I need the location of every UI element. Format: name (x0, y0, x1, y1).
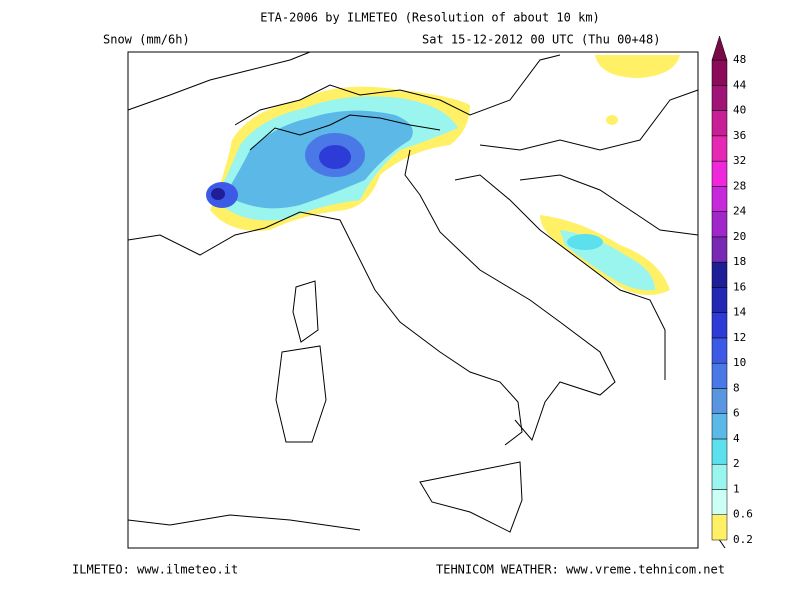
colorbar-label: 40 (733, 104, 746, 117)
colorbar-label: 10 (733, 356, 746, 369)
colorbar-label: 0.2 (733, 533, 753, 546)
title: ETA-2006 by ILMETEO (Resolution of about… (260, 11, 600, 25)
colorbar-swatch (711, 337, 728, 364)
colorbar-swatch (711, 413, 728, 440)
colorbar-swatch (711, 236, 728, 263)
colorbar-label: 1 (733, 482, 740, 495)
colorbar-swatch (711, 463, 728, 490)
colorbar-swatch (711, 110, 728, 137)
colorbar-swatch (711, 438, 728, 465)
snow-field (206, 55, 680, 295)
colorbar-swatch (711, 514, 728, 541)
colorbar-swatch (711, 312, 728, 339)
colorbar-label: 48 (733, 53, 746, 66)
colorbar-label: 14 (733, 306, 747, 319)
colorbar-swatch (711, 489, 728, 515)
variable-label: Snow (mm/6h) (103, 33, 190, 47)
colorbar-swatch (711, 287, 728, 313)
colorbar-swatch (711, 135, 728, 162)
colorbar-swatch (711, 186, 728, 212)
colorbar-swatch (711, 160, 728, 187)
colorbar-label: 18 (733, 255, 746, 268)
colorbar-swatch (711, 85, 728, 111)
colorbar-label: 44 (733, 78, 747, 91)
valid-time: Sat 15-12-2012 00 UTC (Thu 00+48) (422, 33, 660, 47)
colorbar-swatch (711, 35, 728, 61)
colorbar-label: 32 (733, 154, 746, 167)
map-frame (127, 51, 699, 549)
colorbar-label: 2 (733, 457, 740, 470)
colorbar-swatch (711, 388, 728, 414)
colorbar-swatch (711, 59, 728, 86)
colorbar-swatch (711, 261, 728, 288)
colorbar-label: 8 (733, 381, 740, 394)
colorbar-swatch (711, 362, 728, 389)
colorbar-label: 16 (733, 280, 746, 293)
colorbar-label: 36 (733, 129, 746, 142)
colorbar-label: 28 (733, 179, 746, 192)
colorbar-pointer (719, 539, 726, 549)
footer-right: TEHNICOM WEATHER: www.vreme.tehnicom.net (436, 563, 725, 577)
colorbar-label: 12 (733, 331, 746, 344)
colorbar-label: 6 (733, 407, 740, 420)
coastline (127, 51, 699, 533)
footer-left: ILMETEO: www.ilmeteo.it (72, 563, 238, 577)
colorbar-label: 0.6 (733, 508, 753, 521)
colorbar-swatch (711, 211, 728, 238)
map (127, 51, 699, 549)
colorbar-label: 20 (733, 230, 746, 243)
colorbar-label: 4 (733, 432, 740, 445)
colorbar-label: 24 (733, 205, 747, 218)
